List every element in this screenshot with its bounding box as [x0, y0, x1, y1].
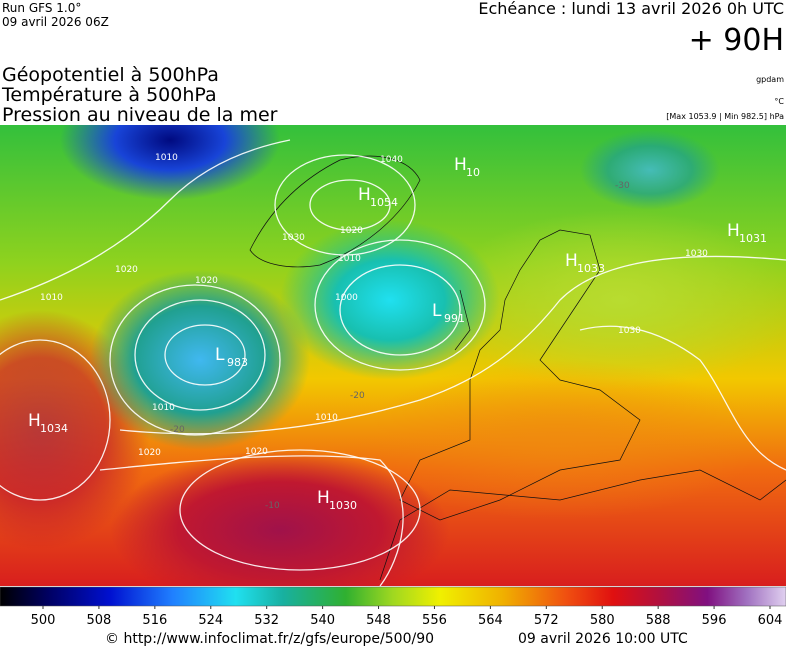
isobar-label: 1030 — [685, 249, 708, 259]
center-letter: H — [727, 221, 740, 241]
colorbar-tick-label: 548 — [366, 613, 391, 628]
isobars — [0, 139, 786, 586]
isobar-label: 1020 — [245, 447, 268, 457]
isobar-label: 1010 — [315, 413, 338, 423]
isobar-label: 1010 — [155, 153, 178, 163]
run-label: Run GFS 1.0° — [2, 1, 81, 15]
center-letter: H — [565, 251, 578, 271]
colorbar-tick-label: 572 — [534, 613, 559, 628]
colorbar-tick-label: 556 — [422, 613, 447, 628]
colorbar-tick-label: 580 — [590, 613, 615, 628]
center-letter: H — [454, 155, 467, 175]
isobar-labels: 1010 104010301020101010001020101010201010… — [40, 153, 708, 458]
map — [0, 125, 786, 586]
colorbar-tick-label: 540 — [310, 613, 335, 628]
isobar-label: 1010 — [338, 254, 361, 264]
echeance: Echéance : lundi 13 avril 2026 0h UTC — [478, 0, 784, 18]
center-value: 1030 — [329, 499, 357, 512]
isobar-label: 1040 — [380, 155, 403, 165]
isobar-label: 1020 — [138, 448, 161, 458]
center-value: 1054 — [370, 196, 398, 209]
center-value: 991 — [444, 312, 465, 325]
colorbar-tick-label: 516 — [142, 613, 167, 628]
isobar-label: 1020 — [115, 265, 138, 275]
isobar-label: 1030 — [282, 233, 305, 243]
temperature-label: -20 — [170, 425, 185, 435]
colorbar — [0, 586, 786, 607]
isobar-label: 1030 — [618, 326, 641, 336]
center-value: 1033 — [577, 262, 605, 275]
colorbar-tick-label: 596 — [702, 613, 727, 628]
isobar-label: 1020 — [195, 276, 218, 286]
isobar-label: 1000 — [335, 293, 358, 303]
lead-time: + 90H — [689, 23, 784, 58]
center-value: 10 — [466, 166, 480, 179]
temperature-label: -20 — [350, 391, 365, 401]
unit: °C — [774, 97, 784, 106]
center-letter: H — [28, 411, 41, 431]
isobar-label: 1010 — [152, 403, 175, 413]
isobar-label: 1010 — [40, 293, 63, 303]
colorbar-tick-label: 508 — [87, 613, 112, 628]
unit: gpdam — [756, 75, 784, 84]
center-value: 1034 — [40, 422, 68, 435]
center-value: 1031 — [739, 232, 767, 245]
center-letter: H — [358, 185, 371, 205]
colorbar-ticks: 500 508 516 524 532 540 548 556 564 572 580 588 596 6… — [31, 606, 783, 628]
colorbar-tick-label: 604 — [758, 613, 783, 628]
center-letter: L — [432, 301, 442, 321]
title-line: Géopotentiel à 500hPa — [2, 64, 219, 86]
extremes: [Max 1053.9 | Min 982.5] hPa — [666, 112, 784, 121]
colorbar-tick-label: 532 — [254, 613, 279, 628]
isobar-label: 1020 — [340, 226, 363, 236]
center-letter: L — [215, 345, 225, 365]
issue-date: 09 avril 2026 10:00 UTC — [518, 631, 688, 647]
temperature-labels: -20 -20 -10 -30 — [170, 181, 630, 511]
colorbar-tick-label: 524 — [198, 613, 223, 628]
colorbar-tick-label: 588 — [646, 613, 671, 628]
temperature-label: -10 — [265, 501, 280, 511]
center-value: 983 — [227, 356, 248, 369]
temperature-label: -30 — [615, 181, 630, 191]
source-url: © http://www.infoclimat.fr/z/gfs/europe/… — [105, 631, 434, 647]
colorbar-tick-label: 564 — [478, 613, 503, 628]
run-date: 09 avril 2026 06Z — [2, 15, 109, 29]
title-line: Température à 500hPa — [1, 84, 217, 106]
colorbar-tick-label: 500 — [31, 613, 56, 628]
center-letter: H — [317, 488, 330, 508]
title-line: Pression au niveau de la mer — [2, 104, 278, 126]
